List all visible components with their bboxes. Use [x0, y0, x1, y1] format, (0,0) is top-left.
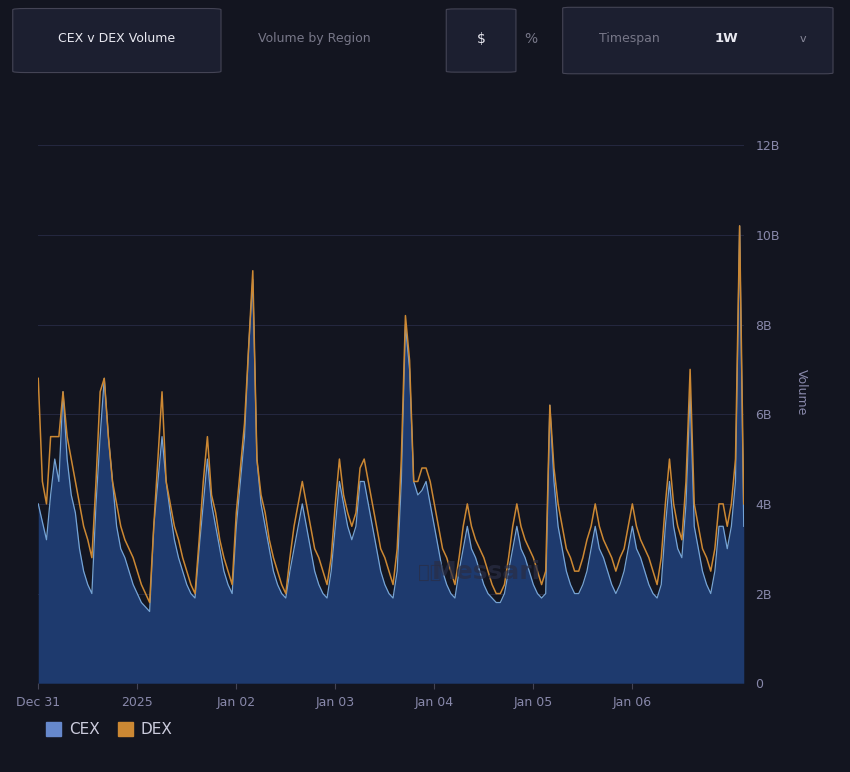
FancyBboxPatch shape	[563, 7, 833, 74]
FancyBboxPatch shape	[446, 9, 516, 72]
Text: %: %	[524, 32, 538, 46]
Text: $: $	[477, 32, 485, 46]
Text: Messari: Messari	[432, 560, 541, 584]
Text: CEX v DEX Volume: CEX v DEX Volume	[58, 32, 175, 46]
Text: ⬥⬥: ⬥⬥	[418, 563, 441, 582]
FancyBboxPatch shape	[13, 8, 221, 73]
Text: Volume by Region: Volume by Region	[258, 32, 371, 46]
Y-axis label: Volume: Volume	[795, 368, 807, 415]
Text: v: v	[800, 34, 807, 44]
Text: 1W: 1W	[715, 32, 739, 46]
Legend: CEX, DEX: CEX, DEX	[46, 722, 173, 737]
Text: Timespan: Timespan	[599, 32, 660, 46]
